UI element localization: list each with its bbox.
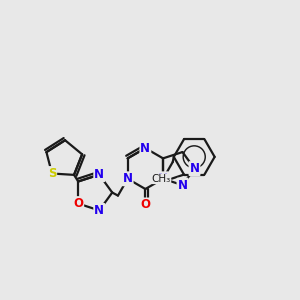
Text: N: N (158, 172, 168, 185)
Text: S: S (48, 167, 56, 180)
Text: CH₃: CH₃ (152, 174, 171, 184)
Text: N: N (123, 172, 133, 185)
Text: N: N (178, 178, 188, 192)
Text: N: N (94, 168, 104, 181)
Text: N: N (190, 162, 200, 175)
Text: N: N (94, 204, 104, 217)
Text: O: O (73, 197, 83, 210)
Text: N: N (140, 142, 150, 154)
Text: O: O (140, 198, 150, 212)
